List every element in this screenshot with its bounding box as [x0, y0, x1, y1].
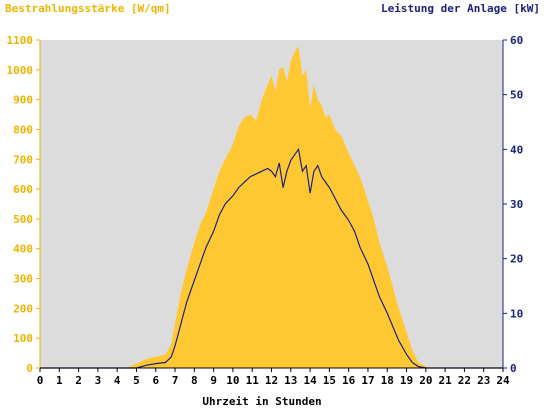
series-irradiance-area [40, 46, 503, 368]
x-tick-label: 3 [95, 374, 102, 387]
right-tick-label: 60 [510, 34, 523, 47]
right-tick-label: 20 [510, 253, 523, 266]
x-tick-label: 21 [439, 374, 453, 387]
x-tick-label: 23 [477, 374, 490, 387]
right-axis-title: Leistung der Anlage [kW] [381, 2, 540, 15]
x-tick-label: 12 [265, 374, 278, 387]
x-tick-label: 0 [37, 374, 44, 387]
x-tick-label: 5 [133, 374, 140, 387]
left-tick-label: 900 [13, 94, 33, 107]
x-tick-label: 15 [323, 374, 336, 387]
x-tick-label: 8 [191, 374, 198, 387]
x-tick-label: 1 [56, 374, 63, 387]
left-tick-label: 0 [26, 362, 33, 375]
left-tick-label: 500 [13, 213, 33, 226]
left-axis-title: Bestrahlungsstärke [W/qm] [5, 2, 171, 15]
x-tick-label: 18 [381, 374, 394, 387]
x-tick-label: 14 [303, 374, 317, 387]
right-tick-label: 30 [510, 198, 523, 211]
x-tick-label: 4 [114, 374, 121, 387]
x-tick-label: 11 [246, 374, 260, 387]
x-tick-label: 24 [496, 374, 510, 387]
x-tick-label: 17 [361, 374, 374, 387]
x-tick-label: 22 [458, 374, 471, 387]
left-tick-label: 800 [13, 123, 33, 136]
left-tick-label: 400 [13, 243, 33, 256]
left-tick-label: 700 [13, 153, 33, 166]
x-tick-label: 10 [226, 374, 239, 387]
left-tick-label: 600 [13, 183, 33, 196]
x-tick-label: 20 [419, 374, 432, 387]
x-tick-label: 7 [172, 374, 179, 387]
x-tick-label: 13 [284, 374, 297, 387]
left-tick-label: 100 [13, 332, 33, 345]
x-tick-label: 16 [342, 374, 356, 387]
left-tick-label: 1100 [7, 34, 34, 47]
x-axis-title: Uhrzeit in Stunden [202, 395, 321, 408]
right-tick-label: 10 [510, 307, 523, 320]
right-tick-label: 40 [510, 143, 523, 156]
x-tick-label: 6 [152, 374, 159, 387]
left-tick-label: 1000 [7, 64, 34, 77]
series-power-line [40, 147, 503, 369]
right-tick-label: 50 [510, 89, 523, 102]
left-tick-label: 300 [13, 273, 33, 286]
x-tick-label: 9 [210, 374, 217, 387]
left-tick-label: 200 [13, 302, 33, 315]
x-tick-label: 19 [400, 374, 413, 387]
x-tick-label: 2 [75, 374, 82, 387]
right-tick-label: 0 [510, 362, 517, 375]
